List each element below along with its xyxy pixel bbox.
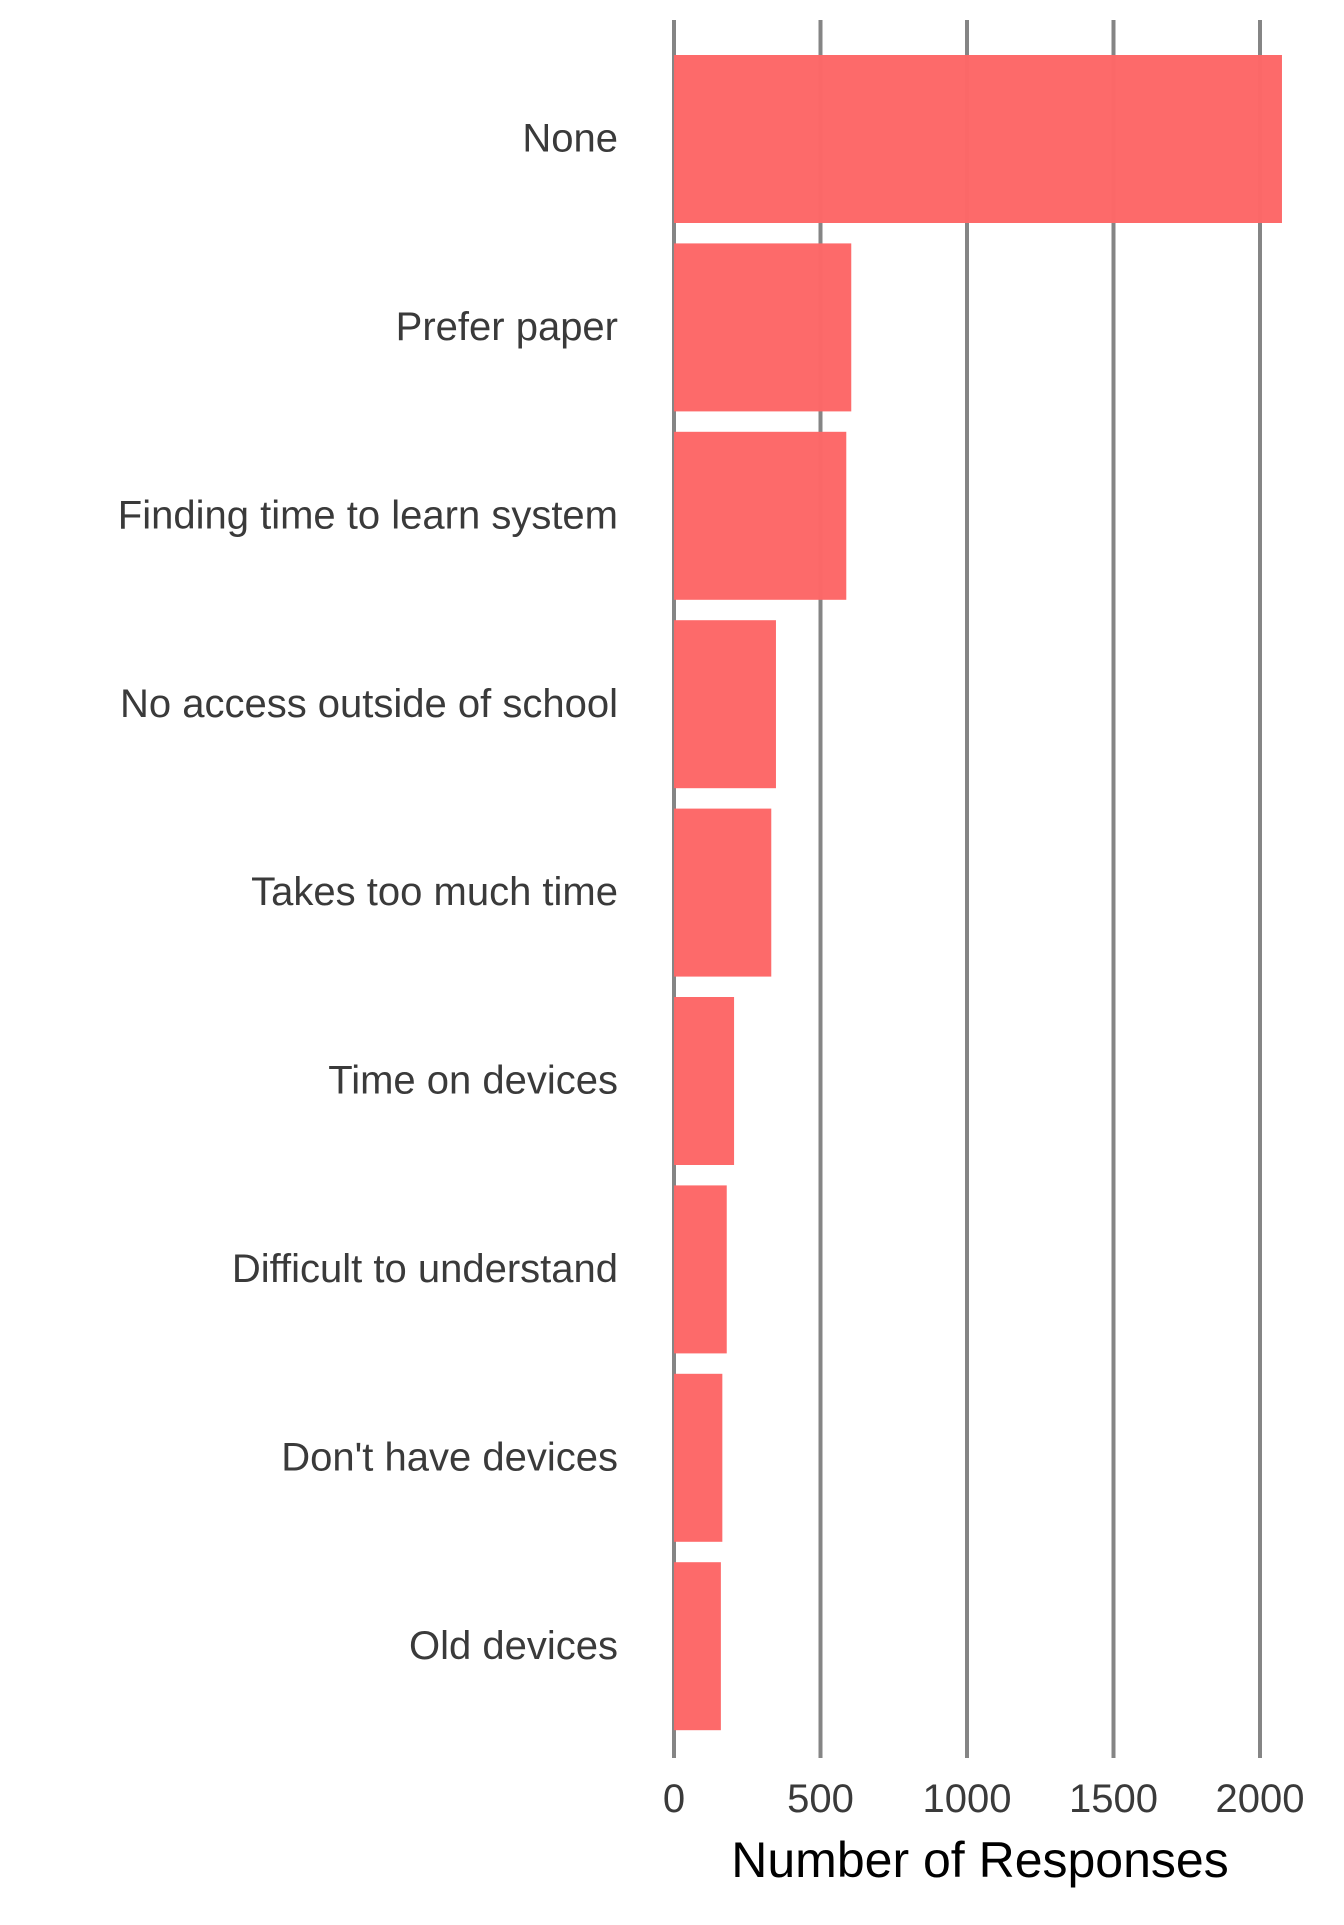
x-tick-label-500: 500 bbox=[787, 1777, 854, 1821]
bar-don-t-have-devices bbox=[674, 1373, 723, 1542]
category-label-takes-too-much-time: Takes too much time bbox=[251, 870, 618, 914]
bar-old-devices bbox=[674, 1562, 721, 1731]
bar-difficult-to-understand bbox=[674, 1185, 727, 1354]
category-label-finding-time-to-learn-system: Finding time to learn system bbox=[118, 493, 618, 537]
bar-prefer-paper bbox=[674, 243, 852, 412]
bar-no-access-outside-of-school bbox=[674, 620, 776, 789]
category-label-time-on-devices: Time on devices bbox=[328, 1059, 618, 1103]
bar-finding-time-to-learn-system bbox=[674, 431, 847, 600]
bar-time-on-devices bbox=[674, 997, 735, 1165]
bar-none bbox=[674, 55, 1282, 223]
category-label-old-devices: Old devices bbox=[409, 1624, 618, 1668]
category-label-no-access-outside-of-school: No access outside of school bbox=[120, 682, 618, 726]
x-tick-labels: 0 500 1000 1500 2000 bbox=[663, 1777, 1305, 1821]
category-labels: None Prefer paper Finding time to learn sy… bbox=[118, 117, 618, 1668]
category-label-none: None bbox=[522, 117, 618, 161]
category-label-prefer-paper: Prefer paper bbox=[396, 305, 618, 349]
bar-layer bbox=[674, 55, 1282, 1731]
x-tick-label-1500: 1500 bbox=[1069, 1777, 1158, 1821]
category-label-difficult-to-understand: Difficult to understand bbox=[232, 1247, 618, 1291]
x-tick-label-1000: 1000 bbox=[923, 1777, 1012, 1821]
x-axis-title: Number of Responses bbox=[731, 1832, 1228, 1888]
bar-takes-too-much-time bbox=[674, 808, 772, 977]
category-label-don-t-have-devices: Don't have devices bbox=[281, 1435, 618, 1479]
x-tick-label-0: 0 bbox=[663, 1777, 685, 1821]
x-tick-label-2000: 2000 bbox=[1216, 1777, 1305, 1821]
